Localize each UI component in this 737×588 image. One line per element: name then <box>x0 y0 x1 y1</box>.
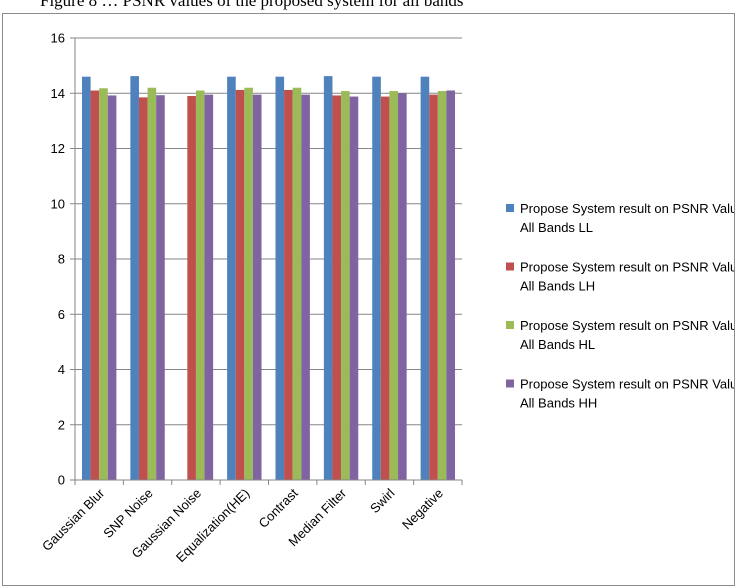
y-tick-label: 8 <box>58 252 65 267</box>
y-tick-label: 14 <box>51 86 65 101</box>
legend-label: Propose System result on PSNR Values All … <box>520 260 734 294</box>
legend-swatch <box>506 379 514 388</box>
y-tick-label: 16 <box>51 31 65 46</box>
legend-label: Propose System result on PSNR Values All … <box>520 201 734 235</box>
bar <box>90 90 100 481</box>
header-text: Figure 8 … PSNR values of the proposed s… <box>40 0 464 10</box>
bar <box>389 91 399 480</box>
chart-frame: 0 2 4 6 8 10 12 14 16 Gaussian Blur SNP Noise Gauss… <box>2 13 735 586</box>
y-tick-label: 6 <box>58 307 65 322</box>
bar <box>81 76 91 481</box>
bar <box>349 96 359 480</box>
x-tick-label: Swirl <box>367 485 398 516</box>
legend-swatch <box>506 262 514 271</box>
bar <box>187 96 196 480</box>
bar <box>204 94 214 480</box>
bar <box>147 87 157 480</box>
y-tick-label: 2 <box>58 417 65 432</box>
legend-swatch <box>506 321 514 329</box>
x-tick-label: Gaussian Blur <box>39 485 108 554</box>
bar <box>235 89 245 480</box>
bar <box>429 94 438 480</box>
bar <box>323 76 333 480</box>
bars <box>81 76 456 481</box>
bar <box>372 76 381 481</box>
bar <box>301 94 310 480</box>
bar <box>130 76 139 480</box>
bar <box>284 89 293 480</box>
legend: Propose System result on PSNR Values All … <box>506 201 734 411</box>
bar <box>195 90 205 481</box>
bar <box>275 76 285 481</box>
bar <box>380 96 390 480</box>
legend-label: Propose System result on PSNR Values All … <box>520 318 734 352</box>
bar <box>292 87 302 480</box>
bar <box>244 87 253 480</box>
bar <box>138 97 148 481</box>
x-tick-label: Contrast <box>255 485 301 531</box>
bar <box>252 94 262 480</box>
bar <box>437 91 447 480</box>
legend-label: Propose System result on PSNR Values All … <box>520 377 734 411</box>
bar <box>398 93 407 480</box>
y-tick-label: 12 <box>51 141 65 156</box>
bar <box>156 95 165 480</box>
y-tick-label: 0 <box>58 473 65 488</box>
bar <box>107 95 117 481</box>
bar <box>332 95 342 481</box>
bar <box>99 88 108 480</box>
legend-swatch <box>506 204 514 212</box>
page-header-fragment: Figure 8 … PSNR values of the proposed s… <box>0 0 737 13</box>
bar <box>446 90 456 481</box>
y-tick-label: 10 <box>51 196 65 211</box>
bar <box>227 76 236 481</box>
bar <box>420 76 430 481</box>
bar <box>341 91 350 480</box>
x-tick-label: Negative <box>399 486 446 533</box>
y-tick-label: 4 <box>58 362 65 377</box>
